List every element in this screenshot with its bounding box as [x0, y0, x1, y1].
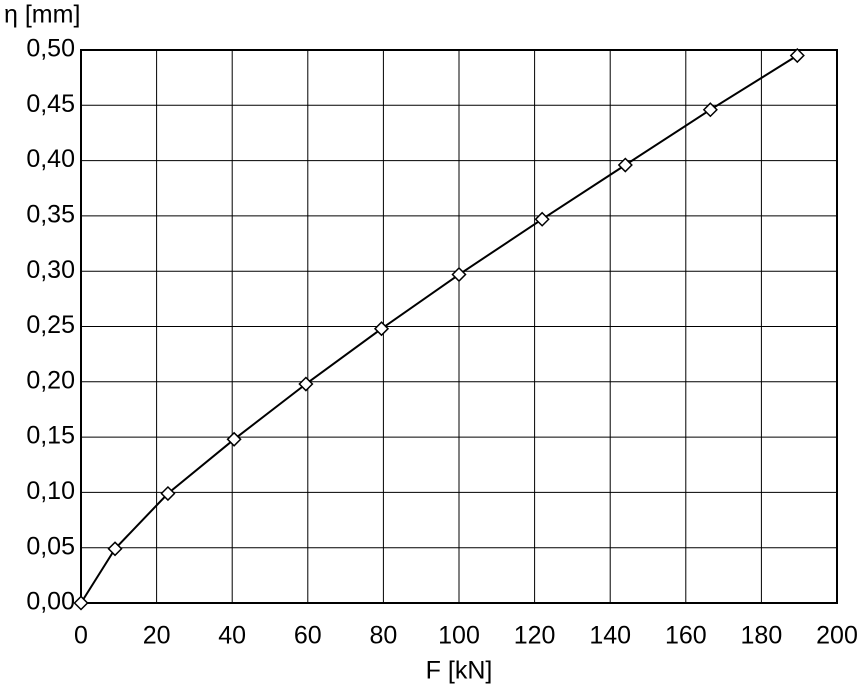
x-tick-label: 160	[665, 622, 707, 650]
y-tick-label: 0,10	[26, 477, 75, 505]
x-tick-label: 100	[438, 622, 480, 650]
y-tick-label: 0,00	[26, 588, 75, 616]
data-marker	[226, 431, 242, 447]
data-marker	[702, 102, 718, 118]
x-tick-label: 120	[514, 622, 556, 650]
y-tick-label: 0,20	[26, 366, 75, 394]
data-line	[80, 54, 798, 604]
x-tick-label: 80	[369, 622, 397, 650]
y-tick-label: 0,40	[26, 145, 75, 173]
x-tick-label: 200	[816, 622, 858, 650]
x-tick-label: 20	[143, 622, 171, 650]
data-marker	[73, 595, 89, 611]
x-tick-label: 40	[218, 622, 246, 650]
data-marker	[298, 376, 314, 392]
y-tick-label: 0,05	[26, 532, 75, 560]
y-tick-label: 0,50	[26, 35, 75, 63]
x-tick-label: 140	[589, 622, 631, 650]
x-tick-label: 60	[294, 622, 322, 650]
plot-frame	[80, 49, 838, 604]
data-marker	[617, 157, 633, 173]
y-tick-label: 0,15	[26, 422, 75, 450]
y-tick-label: 0,30	[26, 256, 75, 284]
data-marker	[107, 541, 123, 557]
y-tick-label: 0,45	[26, 90, 75, 118]
x-tick-label: 0	[74, 622, 88, 650]
data-marker	[160, 485, 176, 502]
y-tick-label: 0,35	[26, 201, 75, 229]
data-marker	[451, 266, 467, 283]
x-axis-label: F [kN]	[426, 657, 493, 685]
y-axis-label: η [mm]	[4, 1, 80, 29]
x-tick-label: 180	[741, 622, 783, 650]
data-marker	[534, 211, 550, 227]
y-tick-label: 0,25	[26, 311, 75, 339]
data-marker	[789, 47, 805, 64]
data-marker	[373, 321, 390, 337]
